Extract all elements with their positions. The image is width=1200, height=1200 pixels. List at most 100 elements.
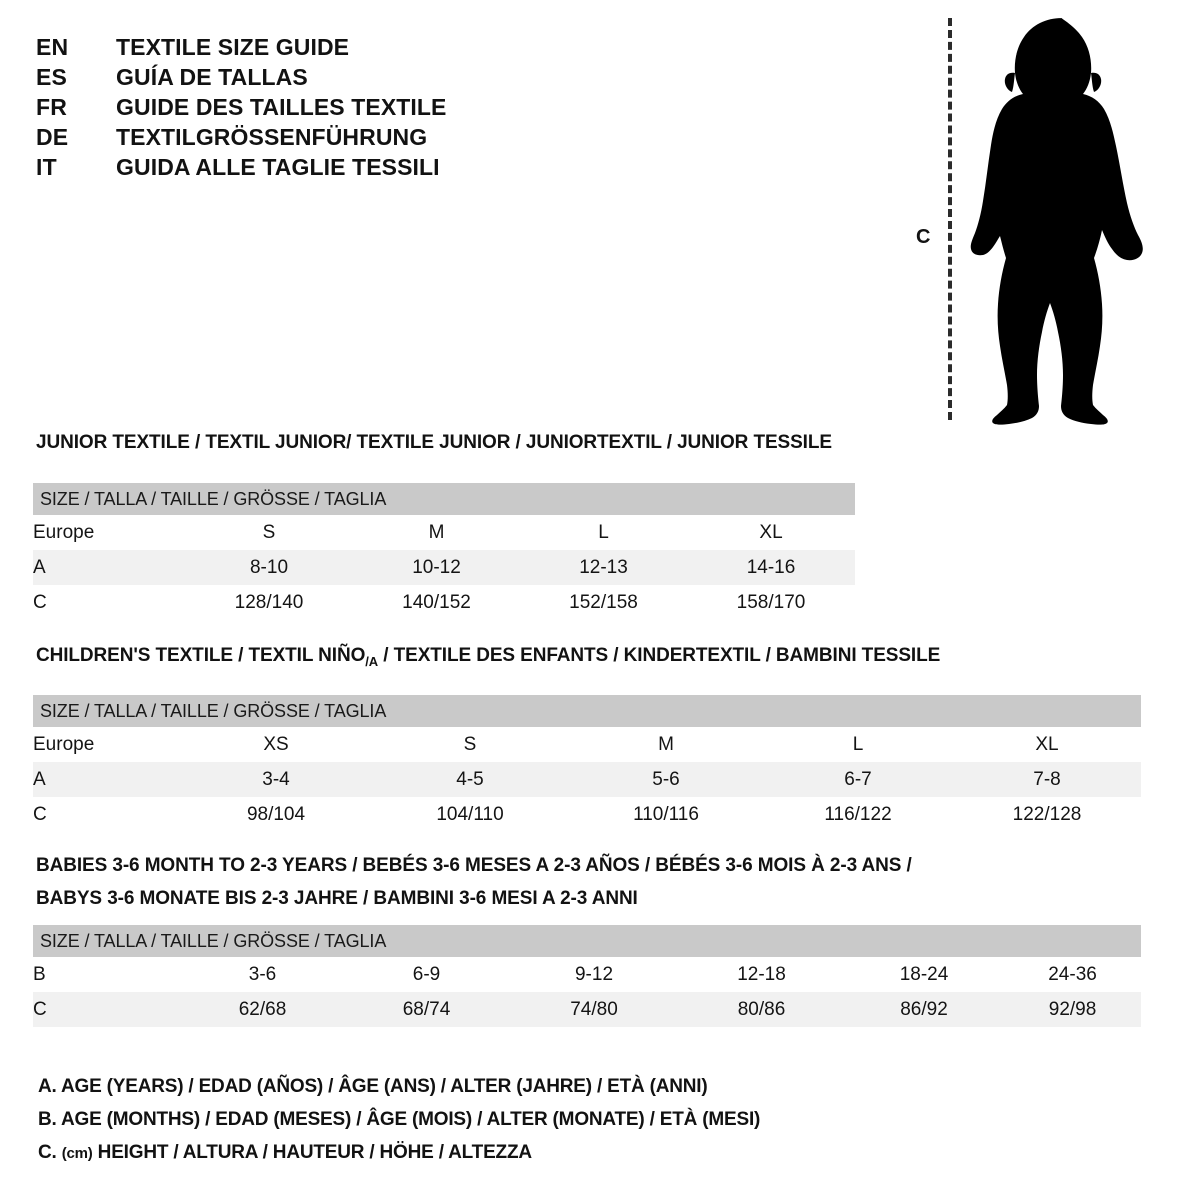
language-title: GUÍA DE TALLAS xyxy=(116,64,308,90)
table-cell: 98/104 xyxy=(181,797,371,832)
table-cell: S xyxy=(371,727,569,762)
table-cell: 6-9 xyxy=(344,957,509,992)
babies-size-band-label: SIZE / TALLA / TAILLE / GRÖSSE / TAGLIA xyxy=(33,925,1142,957)
table-cell: 92/98 xyxy=(1004,992,1142,1027)
language-row-de: DE TEXTILGRÖSSENFÜHRUNG xyxy=(36,122,596,152)
table-cell: 7-8 xyxy=(953,762,1141,797)
junior-size-band-label: SIZE / TALLA / TAILLE / GRÖSSE / TAGLIA xyxy=(33,483,856,515)
table-cell: 80/86 xyxy=(679,992,844,1027)
table-cell: 10-12 xyxy=(353,550,520,585)
language-code: FR xyxy=(36,94,68,120)
babies-size-band-row: SIZE / TALLA / TAILLE / GRÖSSE / TAGLIA xyxy=(33,925,1142,957)
table-cell: 12-13 xyxy=(520,550,687,585)
junior-size-table: SIZE / TALLA / TAILLE / GRÖSSE / TAGLIA … xyxy=(33,483,856,620)
row-label: C xyxy=(33,992,181,1027)
table-cell: 158/170 xyxy=(687,585,856,620)
table-cell: M xyxy=(569,727,763,762)
table-cell: 86/92 xyxy=(844,992,1004,1027)
language-title: TEXTILE SIZE GUIDE xyxy=(116,34,350,60)
language-code: IT xyxy=(36,154,57,180)
legend-line-c: C. (cm) HEIGHT / ALTURA / HAUTEUR / HÖHE… xyxy=(38,1136,1038,1170)
language-title-block: EN TEXTILE SIZE GUIDE ES GUÍA DE TALLAS … xyxy=(36,32,596,182)
row-label: B xyxy=(33,957,181,992)
language-code: ES xyxy=(36,64,68,90)
table-cell: 140/152 xyxy=(353,585,520,620)
section-title-junior-text: JUNIOR TEXTILE / TEXTIL JUNIOR/ TEXTILE … xyxy=(36,432,832,453)
section-title-children-post: / TEXTILE DES ENFANTS / KINDERTEXTIL / B… xyxy=(378,645,941,666)
table-cell: 18-24 xyxy=(844,957,1004,992)
section-title-junior: JUNIOR TEXTILE / TEXTIL JUNIOR/ TEXTILE … xyxy=(36,432,832,454)
table-cell: 4-5 xyxy=(371,762,569,797)
legend-line-c-rest: HEIGHT / ALTURA / HAUTEUR / HÖHE / ALTEZ… xyxy=(97,1142,532,1163)
dashed-height-line-icon xyxy=(948,18,952,420)
section-title-babies: BABIES 3-6 MONTH TO 2-3 YEARS / BEBÉS 3-… xyxy=(36,855,912,910)
table-row: C 128/140 140/152 152/158 158/170 xyxy=(33,585,856,620)
legend-line-c-prefix: C. xyxy=(38,1142,57,1163)
table-cell: M xyxy=(353,515,520,550)
language-title: GUIDE DES TAILLES TEXTILE xyxy=(116,94,447,120)
legend-block: A. AGE (YEARS) / EDAD (AÑOS) / ÂGE (ANS)… xyxy=(38,1070,1038,1170)
language-row-fr: FR GUIDE DES TAILLES TEXTILE xyxy=(36,92,596,122)
table-row: Europe S M L XL xyxy=(33,515,856,550)
language-row-es: ES GUÍA DE TALLAS xyxy=(36,62,596,92)
language-row-en: EN TEXTILE SIZE GUIDE xyxy=(36,32,596,62)
legend-line-a: A. AGE (YEARS) / EDAD (AÑOS) / ÂGE (ANS)… xyxy=(38,1076,708,1097)
section-title-children: CHILDREN'S TEXTILE / TEXTIL NIÑO/A / TEX… xyxy=(36,645,940,669)
row-label: C xyxy=(33,797,181,832)
section-title-babies-line2: BABYS 3-6 MONATE BIS 2-3 JAHRE / BAMBINI… xyxy=(36,888,638,909)
row-label: A xyxy=(33,550,185,585)
legend-line-b: B. AGE (MONTHS) / EDAD (MESES) / ÂGE (MO… xyxy=(38,1109,761,1130)
table-row: A 3-4 4-5 5-6 6-7 7-8 xyxy=(33,762,1141,797)
table-cell: 8-10 xyxy=(185,550,353,585)
table-cell: 6-7 xyxy=(763,762,953,797)
babies-size-table: SIZE / TALLA / TAILLE / GRÖSSE / TAGLIA … xyxy=(33,925,1142,1027)
table-cell: 110/116 xyxy=(569,797,763,832)
table-cell: 62/68 xyxy=(181,992,344,1027)
table-row: Europe XS S M L XL xyxy=(33,727,1141,762)
junior-size-band-row: SIZE / TALLA / TAILLE / GRÖSSE / TAGLIA xyxy=(33,483,856,515)
language-code: DE xyxy=(36,124,69,150)
table-cell: XS xyxy=(181,727,371,762)
row-label: Europe xyxy=(33,515,185,550)
legend-line-c-unit: (cm) xyxy=(61,1145,93,1162)
table-cell: L xyxy=(763,727,953,762)
table-cell: S xyxy=(185,515,353,550)
table-cell: 104/110 xyxy=(371,797,569,832)
children-size-band-row: SIZE / TALLA / TAILLE / GRÖSSE / TAGLIA xyxy=(33,695,1141,727)
language-title: GUIDA ALLE TAGLIE TESSILI xyxy=(116,154,440,180)
table-row: C 98/104 104/110 110/116 116/122 122/128 xyxy=(33,797,1141,832)
table-row: A 8-10 10-12 12-13 14-16 xyxy=(33,550,856,585)
row-label: A xyxy=(33,762,181,797)
row-label: C xyxy=(33,585,185,620)
table-cell: 5-6 xyxy=(569,762,763,797)
section-title-children-pre: CHILDREN'S TEXTILE / TEXTIL NIÑO xyxy=(36,645,366,666)
table-cell: 14-16 xyxy=(687,550,856,585)
table-cell: XL xyxy=(687,515,856,550)
table-cell: 122/128 xyxy=(953,797,1141,832)
toddler-silhouette-icon xyxy=(970,18,1143,425)
table-cell: 116/122 xyxy=(763,797,953,832)
children-size-band-label: SIZE / TALLA / TAILLE / GRÖSSE / TAGLIA xyxy=(33,695,1141,727)
table-cell: XL xyxy=(953,727,1141,762)
table-cell: 74/80 xyxy=(509,992,679,1027)
table-cell: 3-6 xyxy=(181,957,344,992)
language-code: EN xyxy=(36,34,69,60)
row-label: Europe xyxy=(33,727,181,762)
table-cell: L xyxy=(520,515,687,550)
language-row-it: IT GUIDA ALLE TAGLIE TESSILI xyxy=(36,152,596,182)
table-cell: 3-4 xyxy=(181,762,371,797)
table-cell: 152/158 xyxy=(520,585,687,620)
height-reference-figure: C xyxy=(900,8,1170,428)
language-title: TEXTILGRÖSSENFÜHRUNG xyxy=(116,124,428,150)
table-cell: 128/140 xyxy=(185,585,353,620)
table-row: B 3-6 6-9 9-12 12-18 18-24 24-36 xyxy=(33,957,1142,992)
height-label: C xyxy=(916,226,931,248)
table-cell: 24-36 xyxy=(1004,957,1142,992)
table-row: C 62/68 68/74 74/80 80/86 86/92 92/98 xyxy=(33,992,1142,1027)
children-size-table: SIZE / TALLA / TAILLE / GRÖSSE / TAGLIA … xyxy=(33,695,1141,832)
table-cell: 68/74 xyxy=(344,992,509,1027)
section-title-children-sub: /A xyxy=(365,653,379,669)
table-cell: 12-18 xyxy=(679,957,844,992)
table-cell: 9-12 xyxy=(509,957,679,992)
section-title-babies-line1: BABIES 3-6 MONTH TO 2-3 YEARS / BEBÉS 3-… xyxy=(36,855,912,876)
